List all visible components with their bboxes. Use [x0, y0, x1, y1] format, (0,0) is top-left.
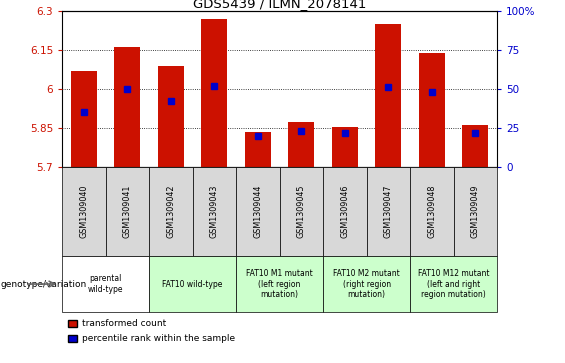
FancyBboxPatch shape — [68, 335, 77, 342]
FancyBboxPatch shape — [323, 167, 367, 256]
Title: GDS5439 / ILMN_2078141: GDS5439 / ILMN_2078141 — [193, 0, 366, 10]
Text: GSM1309046: GSM1309046 — [341, 185, 349, 238]
FancyBboxPatch shape — [193, 167, 236, 256]
Text: percentile rank within the sample: percentile rank within the sample — [82, 334, 235, 343]
Text: FAT10 M1 mutant
(left region
mutation): FAT10 M1 mutant (left region mutation) — [246, 269, 313, 299]
Bar — [71, 71, 97, 167]
FancyBboxPatch shape — [367, 167, 410, 256]
Text: FAT10 M12 mutant
(left and right
region mutation): FAT10 M12 mutant (left and right region … — [418, 269, 489, 299]
Text: FAT10 M2 mutant
(right region
mutation): FAT10 M2 mutant (right region mutation) — [333, 269, 400, 299]
FancyBboxPatch shape — [62, 167, 106, 256]
FancyBboxPatch shape — [280, 167, 323, 256]
Text: parental
wild-type: parental wild-type — [88, 274, 123, 294]
Text: GSM1309040: GSM1309040 — [80, 185, 88, 238]
FancyBboxPatch shape — [149, 256, 236, 312]
Text: GSM1309041: GSM1309041 — [123, 185, 132, 238]
Bar — [158, 66, 184, 167]
Text: GSM1309048: GSM1309048 — [428, 185, 436, 238]
Bar — [245, 132, 271, 167]
Text: genotype/variation: genotype/variation — [1, 280, 87, 289]
FancyBboxPatch shape — [68, 320, 77, 327]
Text: GSM1309043: GSM1309043 — [210, 185, 219, 238]
FancyBboxPatch shape — [236, 256, 323, 312]
FancyBboxPatch shape — [410, 167, 454, 256]
Text: GSM1309044: GSM1309044 — [254, 185, 262, 238]
FancyBboxPatch shape — [454, 167, 497, 256]
FancyBboxPatch shape — [323, 256, 410, 312]
Text: GSM1309045: GSM1309045 — [297, 185, 306, 238]
Bar — [375, 24, 402, 167]
Bar — [419, 53, 445, 167]
Bar — [201, 19, 228, 167]
Bar — [114, 47, 141, 167]
Text: transformed count: transformed count — [82, 319, 166, 328]
Text: GSM1309047: GSM1309047 — [384, 185, 393, 238]
Bar — [288, 122, 315, 167]
FancyBboxPatch shape — [149, 167, 193, 256]
Text: GSM1309049: GSM1309049 — [471, 185, 480, 238]
FancyBboxPatch shape — [410, 256, 497, 312]
Bar — [462, 125, 489, 167]
Bar — [332, 127, 358, 167]
FancyBboxPatch shape — [106, 167, 149, 256]
FancyBboxPatch shape — [236, 167, 280, 256]
Text: FAT10 wild-type: FAT10 wild-type — [163, 280, 223, 289]
FancyBboxPatch shape — [62, 256, 149, 312]
Text: GSM1309042: GSM1309042 — [167, 185, 175, 238]
